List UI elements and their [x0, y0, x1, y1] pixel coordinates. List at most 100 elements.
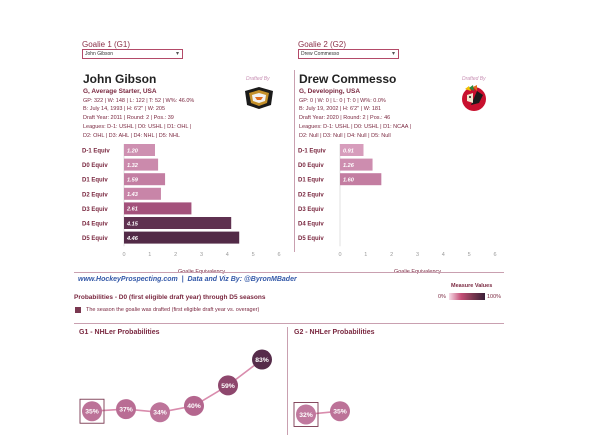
- goalie1-draft-line: Draft Year: 2011 | Round: 2 | Pos.: 39: [83, 115, 174, 121]
- g2-equiv-row-label: D5 Equiv: [298, 236, 324, 242]
- g1-equiv-bar-label: 1.32: [127, 163, 139, 169]
- g2-equiv-bar: [340, 173, 382, 186]
- g1-equiv-bar-label: 1.59: [127, 178, 139, 184]
- g2-equiv-bar-label: 1.26: [343, 163, 355, 169]
- chevron-down-icon: ▾: [391, 51, 395, 57]
- g2-equiv-axis-tick: 3: [416, 252, 419, 258]
- g1-equiv-bar-label: 1.43: [127, 192, 139, 198]
- g1-prob-point-label: 40%: [187, 403, 201, 410]
- g2-prob-point: [296, 404, 316, 425]
- g1-equiv-bar: [124, 217, 232, 229]
- g2-equiv-axis-tick: 5: [468, 252, 471, 258]
- goalie-divider: [294, 70, 295, 252]
- goalie2-summary: G, Developing, USA: [299, 88, 361, 95]
- g1-equiv-bar: [124, 187, 161, 200]
- g1-equiv-axis-tick: 1: [148, 252, 151, 258]
- g1-prob-title: G1 - NHLer Probabilities: [79, 329, 160, 336]
- goalie1-leagues-line: Leagues: D-1: USHL | D0: USHL | D1: OHL …: [83, 124, 192, 130]
- g1-prob-drafted-marker: [79, 398, 105, 424]
- credit-line[interactable]: www.HockeyProspecting.com | Data and Viz…: [78, 276, 297, 283]
- g2-probability-chart: 32% 35%: [293, 401, 350, 427]
- g1-equiv-bar-label: 1.20: [127, 148, 139, 154]
- g1-prob-point-label: 59%: [221, 383, 235, 390]
- g2-prob-point-label: 32%: [299, 412, 313, 419]
- goalie2-drafted-by: Drafted By: [462, 76, 486, 82]
- g1-equiv-axis-tick: 0: [122, 252, 125, 258]
- measure-gradient-bar: [449, 293, 485, 300]
- g1-equiv-row-label: D1 Equiv: [82, 178, 108, 184]
- chevron-down-icon: ▾: [175, 51, 179, 57]
- g1-prob-point: [184, 395, 204, 416]
- g1-prob-point: [116, 399, 136, 420]
- measure-values-label: Measure Values: [451, 283, 493, 289]
- g2-equiv-row-label: D4 Equiv: [298, 222, 324, 228]
- g1-equiv-bar: [124, 158, 159, 171]
- g1-equiv-axis-tick: 5: [252, 252, 255, 258]
- g1-equiv-axis-tick: 3: [200, 252, 203, 258]
- g1-prob-point: [252, 349, 272, 370]
- g1-equiv-row-label: D0 Equiv: [82, 163, 108, 169]
- g2-equiv-bar-label: 0.91: [343, 148, 354, 154]
- g1-equiv-bar: [124, 202, 192, 215]
- g2-equiv-axis-tick: 4: [442, 252, 445, 258]
- goalie1-gp-line: GP: 322 | W: 148 | L: 122 | T: 52 | W%: …: [83, 98, 195, 104]
- drafted-season-swatch: [75, 307, 81, 313]
- g1-equiv-axis-tick: 2: [174, 252, 177, 258]
- g2-equiv-row-label: D0 Equiv: [298, 163, 324, 169]
- g1-equiv-row-label: D2 Equiv: [82, 192, 108, 198]
- goalie1-dropdown[interactable]: John Gibson ▾: [82, 49, 183, 59]
- drafted-season-legend: The season the goalie was drafted (first…: [86, 307, 260, 313]
- g1-prob-point-label: 34%: [153, 410, 167, 417]
- g1-equiv-bar: [124, 144, 155, 156]
- goalie1-leagues-line2: D2: OHL | D3: AHL | D4: NHL | D5: NHL: [83, 133, 180, 139]
- goalie1-bio-line: B: July 14, 1993 | H: 6'2'' | W: 205: [83, 106, 166, 112]
- probabilities-title: Probabilities - D0 (first eligible draft…: [74, 294, 266, 301]
- g2-equiv-row-label: D1 Equiv: [298, 178, 324, 184]
- goalie1-dropdown-value: John Gibson: [85, 51, 114, 57]
- g1-equiv-row-label: D3 Equiv: [82, 207, 108, 213]
- g1-prob-point-label: 35%: [85, 409, 99, 416]
- g1-equiv-bar-label: 4.15: [126, 221, 139, 227]
- g2-equiv-bar: [340, 158, 373, 171]
- g2-equiv-row-label: D-1 Equiv: [298, 149, 326, 155]
- blackhawks-logo-icon: [462, 85, 486, 111]
- g1-prob-point: [150, 402, 170, 423]
- g1-equiv-axis-tick: 4: [226, 252, 229, 258]
- ducks-logo-icon: [245, 87, 273, 109]
- goalie1-name: John Gibson: [83, 72, 157, 86]
- g2-prob-drafted-marker: [293, 402, 319, 427]
- goalie2-leagues-line2: D2: Null | D3: Null | D4: Null | D5: Nul…: [299, 133, 391, 139]
- g2-equiv-row-label: D2 Equiv: [298, 192, 324, 198]
- g1-equiv-axis-tick: 6: [277, 252, 280, 258]
- g2-equiv-axis-tick: 2: [390, 252, 393, 258]
- g1-equiv-bar-label: 4.46: [126, 236, 139, 242]
- measure-min-label: 0%: [438, 294, 446, 300]
- g1-prob-point: [218, 375, 238, 396]
- section-divider: [74, 272, 504, 273]
- g2-prob-point-label: 35%: [333, 409, 347, 416]
- goalie2-dropdown-value: Drew Commesso: [301, 51, 340, 57]
- prob-divider: [287, 327, 288, 435]
- g1-prob-point-label: 83%: [255, 357, 269, 364]
- section-divider-2: [74, 323, 504, 324]
- g1-equiv-bar: [124, 173, 166, 186]
- goalie2-leagues-line: Leagues: D-1: USHL | D0: USHL | D1: NCAA…: [299, 124, 412, 130]
- goalie1-equivalency-chart: D-1 Equiv 1.20 D0 Equiv 1.32 D1 Equiv 1.59 D2 …: [82, 144, 281, 275]
- g2-equiv-row-label: D3 Equiv: [298, 207, 324, 213]
- goalie2-draft-line: Draft Year: 2020 | Round: 2 | Pos.: 46: [299, 115, 391, 121]
- goalie2-name: Drew Commesso: [299, 72, 397, 86]
- g1-probability-chart: 35% 37% 34% 40% 59% 83%: [79, 349, 272, 424]
- goalie1-select-label: Goalie 1 (G1): [82, 40, 131, 49]
- goalie2-bio-line: B: July 19, 2002 | H: 6'2'' | W: 181: [299, 106, 382, 112]
- measure-max-label: 100%: [487, 294, 502, 300]
- goalie1-drafted-by: Drafted By: [246, 76, 270, 82]
- g2-equiv-axis-tick: 6: [493, 252, 496, 258]
- g2-prob-title: G2 - NHLer Probabilities: [294, 329, 375, 336]
- goalie2-dropdown[interactable]: Drew Commesso ▾: [298, 49, 399, 59]
- g1-equiv-row-label: D4 Equiv: [82, 222, 108, 228]
- goalie2-gp-line: GP: 0 | W: 0 | L: 0 | T: 0 | W%: 0.0%: [299, 98, 386, 104]
- g1-equiv-row-label: D-1 Equiv: [82, 149, 110, 155]
- g1-equiv-bar: [124, 231, 240, 244]
- g2-equiv-bar: [340, 144, 364, 156]
- goalie2-equivalency-chart: D-1 Equiv 0.91 D0 Equiv 1.26 D1 Equiv 1.60 D2 …: [298, 144, 497, 275]
